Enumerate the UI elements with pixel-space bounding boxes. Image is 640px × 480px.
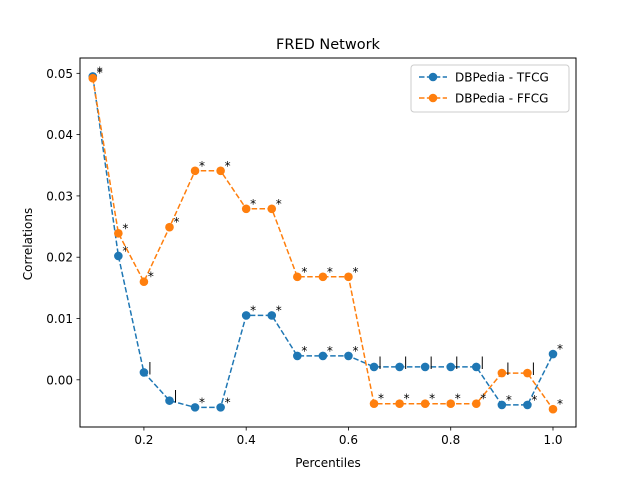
series-1-point bbox=[523, 400, 532, 410]
series-1-annotation: * bbox=[276, 303, 282, 317]
series-2-point bbox=[395, 399, 404, 409]
x-tick-label: 1.0 bbox=[543, 433, 562, 447]
legend-box bbox=[410, 64, 570, 113]
plot-area: **|| * ** ** * *| | | | |* ******* ** ** * ** * * * *| |*0.… bbox=[46, 57, 577, 447]
series-1-annotation: * bbox=[352, 344, 358, 358]
series-2-annotation: * bbox=[173, 215, 179, 229]
series-2-point bbox=[88, 73, 98, 83]
series-2-annotation: * bbox=[225, 159, 231, 173]
series-1-annotation: | bbox=[378, 355, 382, 369]
series-1-annotation: * bbox=[531, 393, 537, 407]
series-1-annotation: * bbox=[301, 344, 307, 358]
legend-series-1-marker bbox=[428, 72, 438, 82]
x-tick-label: 0.2 bbox=[134, 433, 153, 447]
series-1-point bbox=[318, 351, 328, 361]
series-1-point bbox=[139, 368, 149, 377]
x-axis-title: Percentiles bbox=[295, 456, 360, 470]
series-2-point bbox=[267, 204, 277, 214]
x-tick-label: 0.8 bbox=[441, 433, 460, 447]
series-2-point bbox=[548, 404, 558, 414]
series-1-annotation: * bbox=[250, 303, 256, 317]
y-tick-label: 0.02 bbox=[46, 251, 73, 265]
series-1-point bbox=[114, 251, 123, 261]
legend-series-2-marker bbox=[428, 93, 438, 103]
series-2-point bbox=[139, 277, 149, 287]
x-tick-label: 0.4 bbox=[237, 433, 256, 447]
series-1-point bbox=[267, 311, 277, 320]
series-1-annotation: | bbox=[455, 355, 459, 369]
chart-title: FRED Network bbox=[276, 37, 380, 53]
series-2-annotation: * bbox=[148, 270, 154, 284]
series-2-annotation: * bbox=[122, 221, 128, 235]
series-1-point bbox=[293, 351, 302, 361]
series-2-annotation: | bbox=[531, 361, 535, 375]
series-2-annotation: * bbox=[455, 392, 461, 406]
series-2-annotation: * bbox=[199, 159, 205, 173]
series-2-annotation: * bbox=[97, 66, 103, 80]
legend-series-2-label: DBPedia - FFCG bbox=[455, 92, 548, 106]
series-1-point bbox=[395, 362, 404, 372]
y-axis-title: Correlations bbox=[21, 208, 35, 280]
series-1-annotation: | bbox=[404, 355, 408, 369]
series-2-point bbox=[190, 166, 200, 176]
series-1-annotation: * bbox=[97, 64, 103, 78]
series-2-point bbox=[523, 368, 532, 378]
series-1-point bbox=[471, 362, 481, 372]
series-2-annotation: * bbox=[352, 265, 358, 279]
series-1-annotation: * bbox=[327, 344, 333, 358]
series-2-point bbox=[318, 272, 328, 282]
series-1-point bbox=[241, 311, 251, 320]
series-1-annotation: * bbox=[225, 395, 231, 409]
series-2-point bbox=[344, 272, 353, 282]
series-2-point bbox=[420, 399, 430, 409]
series-2-point bbox=[241, 204, 251, 214]
series-2-annotation: * bbox=[250, 197, 256, 211]
series-2-point bbox=[114, 229, 123, 238]
series-1-annotation: * bbox=[557, 342, 563, 356]
series-2-annotation: | bbox=[506, 361, 510, 375]
series-1-point bbox=[497, 400, 507, 410]
series-2-annotation: * bbox=[327, 265, 333, 279]
x-tick-label: 0.6 bbox=[339, 433, 358, 447]
series-2-point bbox=[216, 166, 225, 176]
series-1-point bbox=[548, 349, 558, 359]
series-2-annotation: * bbox=[404, 392, 410, 406]
series-2-point bbox=[293, 272, 302, 282]
series-1-point bbox=[344, 351, 353, 361]
series-2-annotation: * bbox=[429, 392, 435, 406]
series-1-point bbox=[190, 403, 200, 412]
y-tick-label: 0.00 bbox=[46, 373, 73, 387]
y-tick-label: 0.03 bbox=[46, 189, 73, 203]
series-1-point bbox=[216, 403, 225, 412]
series-2-point bbox=[446, 399, 456, 409]
y-tick-label: 0.01 bbox=[46, 312, 73, 326]
series-2-point bbox=[165, 222, 174, 232]
series-1-annotation: * bbox=[199, 395, 205, 409]
series-1-point bbox=[446, 362, 456, 372]
series-2-point bbox=[471, 399, 481, 409]
y-tick-label: 0.04 bbox=[46, 128, 73, 142]
series-1-point bbox=[165, 396, 174, 405]
series-1-annotation: | bbox=[429, 355, 433, 369]
series-2-point bbox=[497, 368, 507, 378]
legend: DBPedia - TFCG DBPedia - FFCG bbox=[410, 64, 570, 113]
series-1-point bbox=[369, 362, 379, 372]
series-1-annotation: * bbox=[122, 244, 128, 258]
series-2-annotation: * bbox=[301, 265, 307, 279]
y-tick-label: 0.05 bbox=[46, 67, 73, 81]
series-2-annotation: * bbox=[378, 392, 384, 406]
legend-series-1-label: DBPedia - TFCG bbox=[455, 71, 549, 85]
series-1-annotation: * bbox=[506, 393, 512, 407]
series-2-annotation: * bbox=[480, 392, 486, 406]
series-2-annotation: * bbox=[276, 197, 282, 211]
series-2-point bbox=[369, 399, 379, 409]
series-1-annotation: | bbox=[480, 355, 484, 369]
axes-frame bbox=[79, 57, 577, 428]
series-2-annotation: * bbox=[557, 397, 563, 411]
series-1-point bbox=[420, 362, 430, 372]
series-1-annotation: | bbox=[173, 389, 177, 403]
series-1-annotation: | bbox=[148, 360, 152, 374]
